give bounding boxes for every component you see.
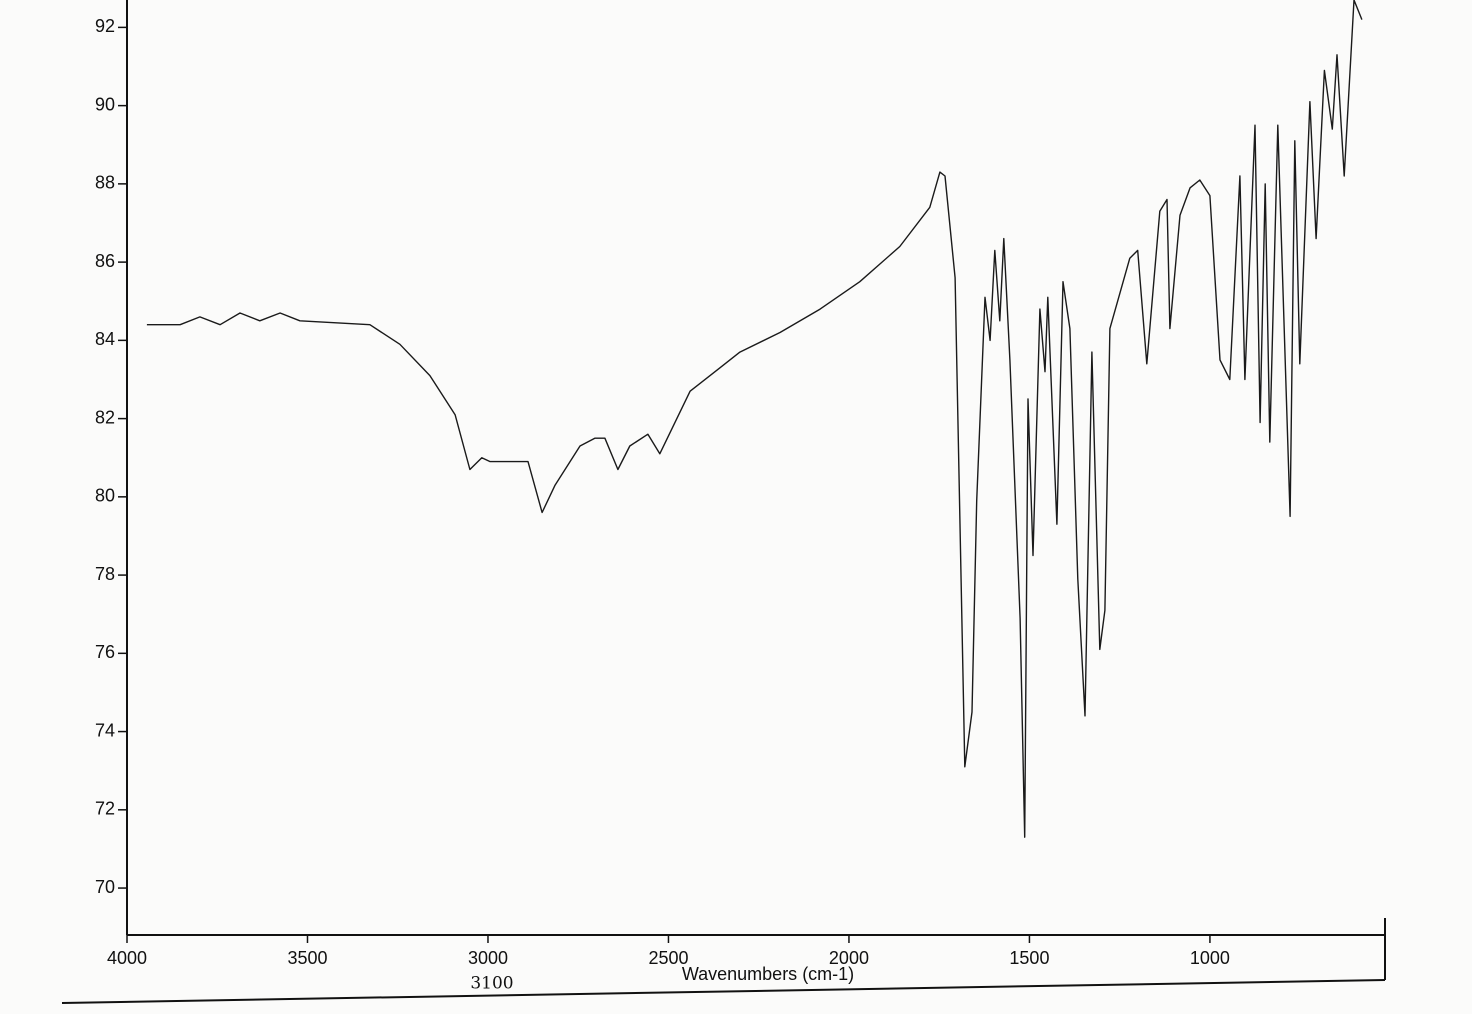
y-tick-label: 84 (95, 329, 115, 349)
y-tick-label: 80 (95, 486, 115, 506)
spectrum-line (146, 0, 1363, 838)
x-tick-label: 1000 (1190, 948, 1230, 968)
y-tick-label: 82 (95, 407, 115, 427)
frame-edge (61, 979, 1386, 1004)
x-tick-label: 3000 (468, 948, 508, 968)
x-tick-label: 3500 (287, 948, 327, 968)
y-tick-label: 86 (95, 251, 115, 271)
y-tick-label: 70 (95, 877, 115, 897)
x-tick-label: 1500 (1009, 948, 1049, 968)
y-tick-label: 74 (95, 720, 115, 740)
x-tick-label: 4000 (107, 948, 147, 968)
y-tick-label: 76 (95, 642, 115, 662)
y-tick-label: 90 (95, 94, 115, 114)
y-tick-label: 72 (95, 799, 115, 819)
annotation: 3100 (470, 974, 513, 994)
x-tick-label: 2500 (648, 948, 688, 968)
y-tick-label: 92 (95, 16, 115, 36)
x-axis-label: Wavenumbers (cm-1) (682, 964, 854, 984)
x-tick-label: 2000 (829, 948, 869, 968)
y-tick-label: 88 (95, 173, 115, 193)
y-tick-label: 78 (95, 564, 115, 584)
